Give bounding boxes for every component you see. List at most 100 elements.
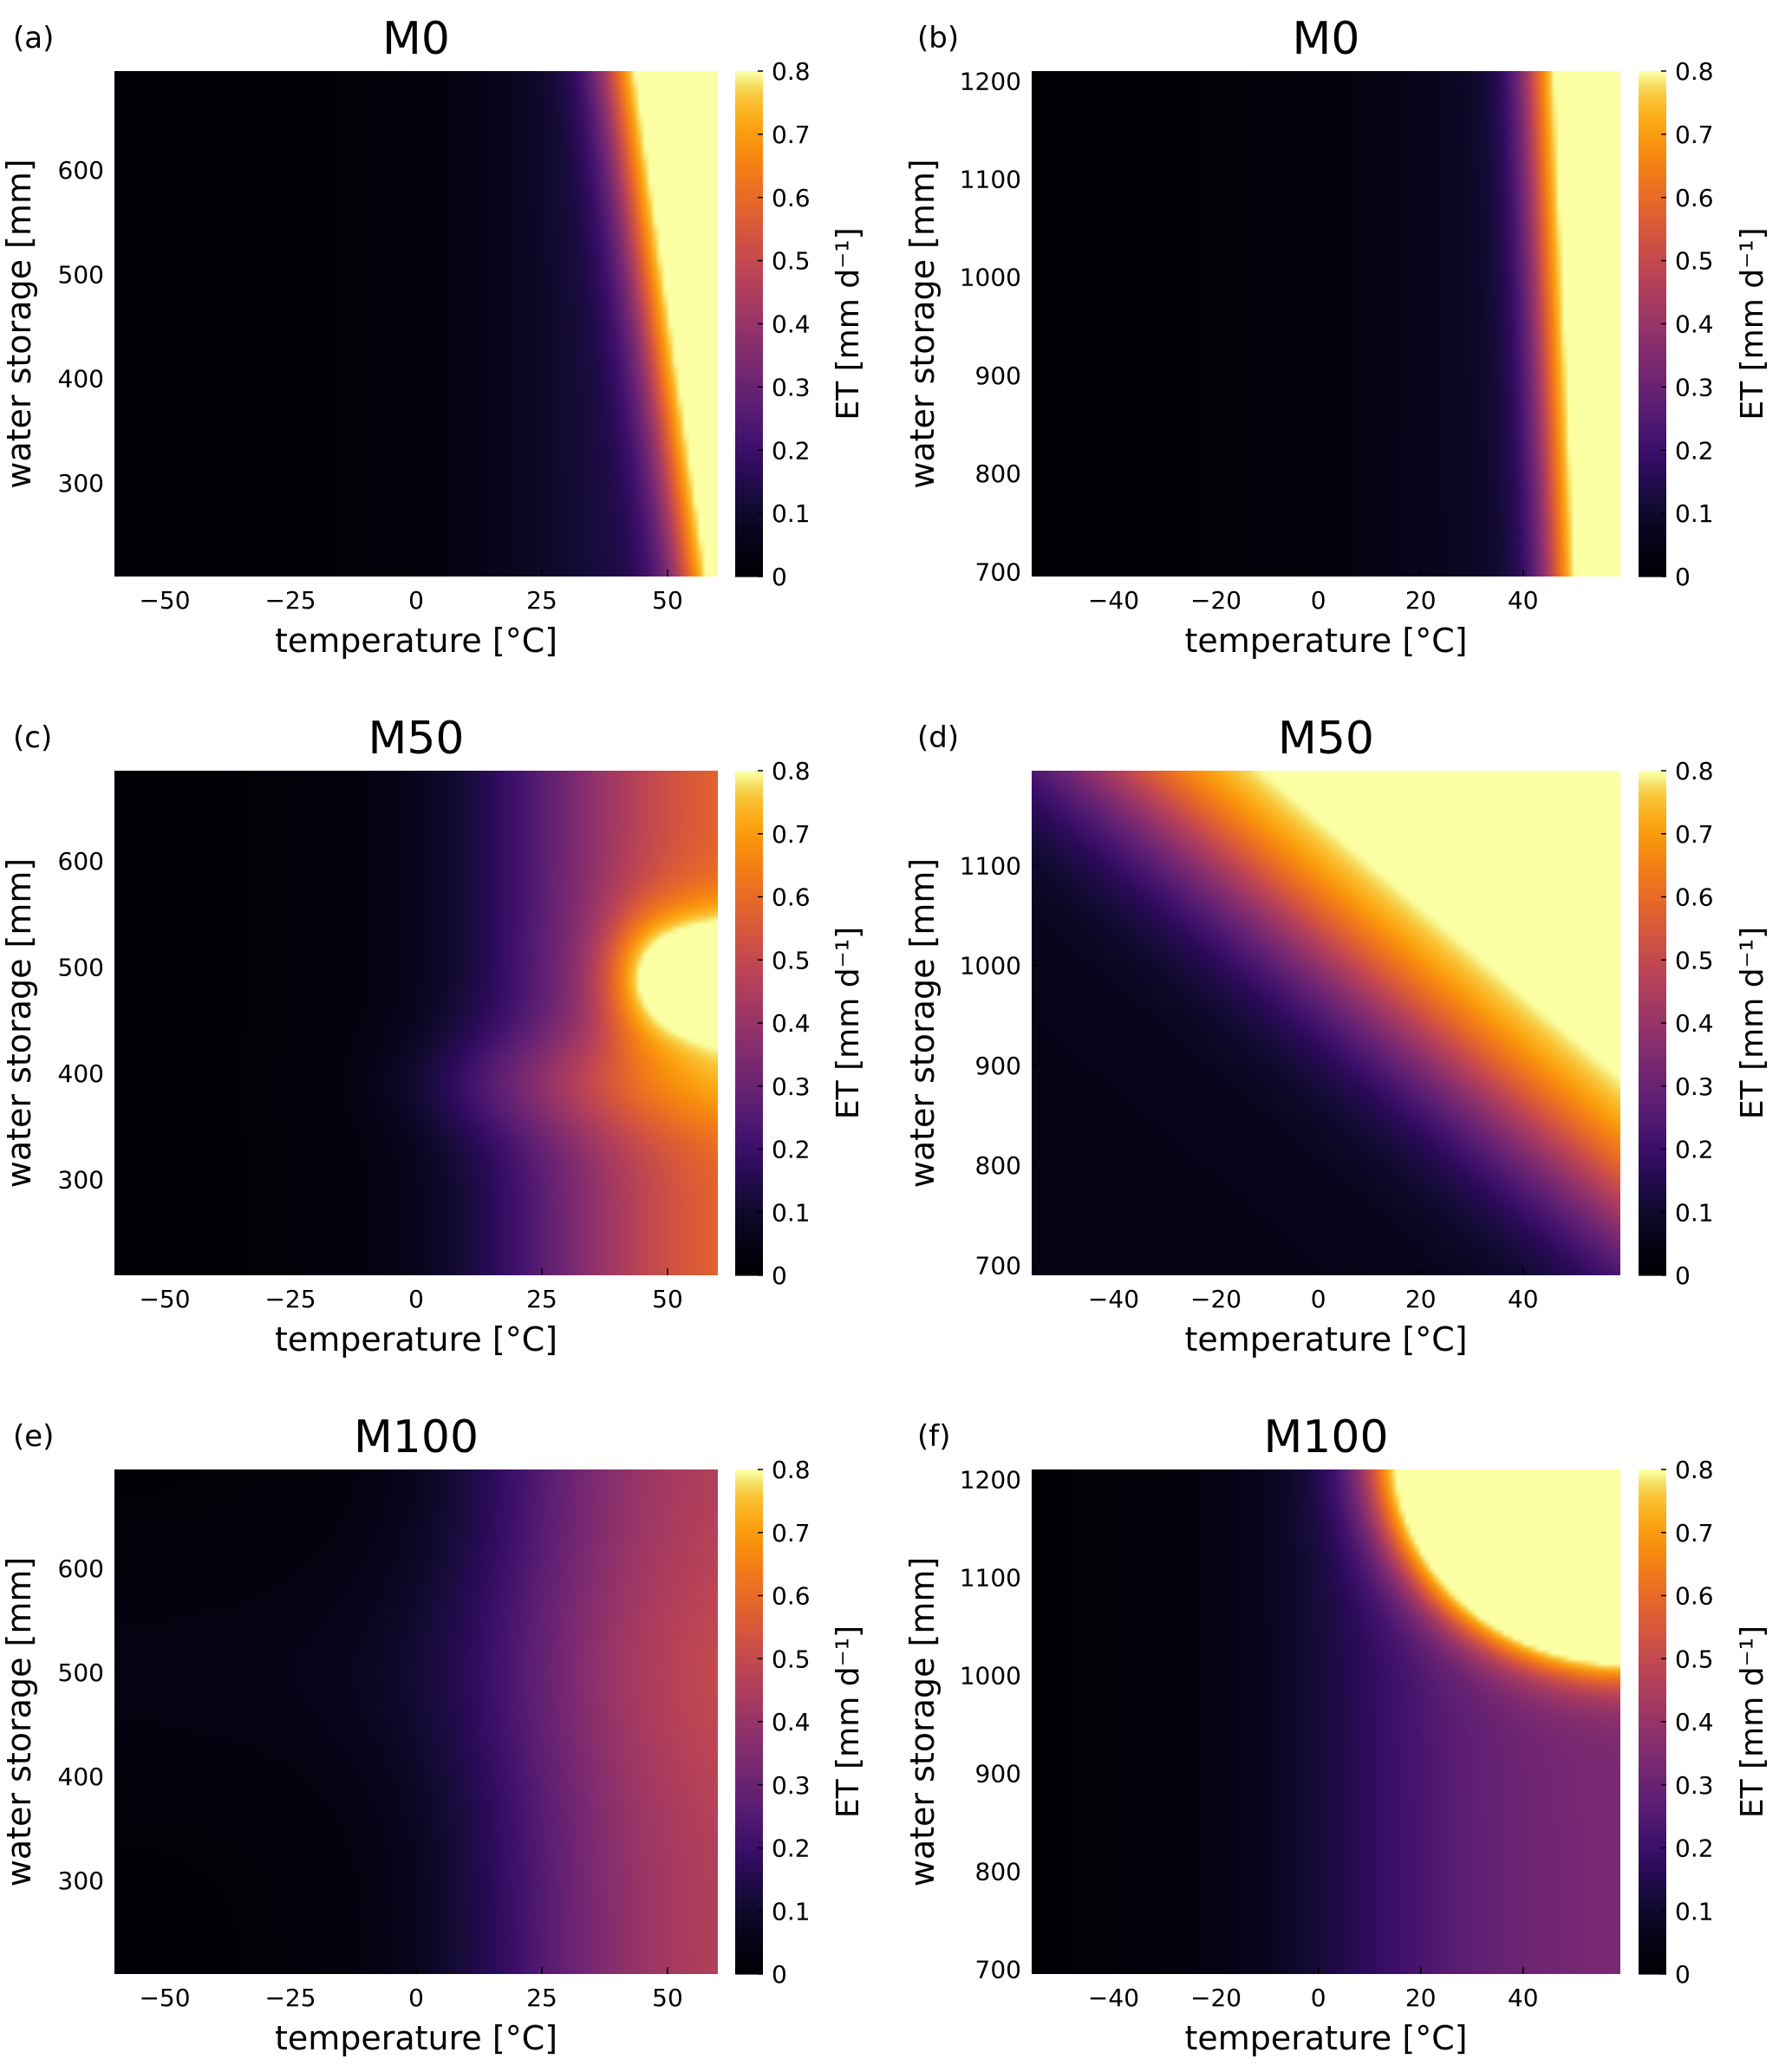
colorbar-segment xyxy=(735,1170,763,1176)
x-axis-label: temperature [°C] xyxy=(1184,1320,1467,1359)
colorbar-label: ET [mm d⁻¹] xyxy=(831,1626,866,1818)
colorbar-segment xyxy=(1639,301,1666,306)
colorbar-segment xyxy=(1639,1605,1666,1609)
colorbar-segment xyxy=(735,1936,763,1940)
colorbar-segment xyxy=(735,1734,763,1738)
colorbar-segment xyxy=(735,1955,763,1959)
colorbar-segment xyxy=(1639,937,1666,942)
colorbar-segment xyxy=(1639,1747,1666,1751)
colorbar-segment xyxy=(1639,127,1666,132)
colorbar-segment xyxy=(1639,1869,1666,1874)
colorbar-segment xyxy=(735,1478,763,1483)
colorbar-segment xyxy=(735,212,763,218)
colorbar-tick-label: 0.7 xyxy=(772,1519,811,1547)
x-tick-label: 0 xyxy=(1311,586,1326,615)
colorbar-segment xyxy=(1639,168,1666,173)
colorbar-segment xyxy=(735,1202,763,1207)
panel-title: M0 xyxy=(382,13,450,65)
colorbar-segment xyxy=(1639,147,1666,151)
colorbar-segment xyxy=(1639,529,1666,533)
colorbar-segment xyxy=(735,783,763,787)
colorbar-segment xyxy=(735,1763,763,1767)
colorbar-segment xyxy=(1639,1643,1666,1647)
colorbar-segment xyxy=(1639,241,1666,246)
colorbar-segment xyxy=(735,399,763,404)
y-tick-label: 1200 xyxy=(960,67,1021,95)
x-tick-label: 40 xyxy=(1508,586,1539,615)
colorbar-segment xyxy=(735,336,763,341)
colorbar-segment xyxy=(1639,877,1666,882)
colorbar-segment xyxy=(735,824,763,829)
y-axis-label: water storage [mm] xyxy=(903,1557,942,1886)
colorbar-segment xyxy=(735,368,763,372)
colorbar-segment xyxy=(735,849,763,854)
colorbar-segment xyxy=(1639,896,1666,901)
colorbar-segment xyxy=(735,504,763,508)
colorbar-segment xyxy=(1639,1547,1666,1553)
x-tick-label: 40 xyxy=(1508,1285,1539,1313)
colorbar-segment xyxy=(1639,143,1666,148)
colorbar-segment xyxy=(1639,494,1666,498)
colorbar-segment xyxy=(1639,985,1666,989)
colorbar-segment xyxy=(735,868,763,872)
x-tick-label: 50 xyxy=(652,1285,683,1313)
colorbar-segment xyxy=(1639,466,1666,470)
colorbar-tick-label: 0.3 xyxy=(772,1072,811,1101)
colorbar-segment xyxy=(735,1168,763,1172)
colorbar-segment xyxy=(735,1854,763,1859)
y-tick-label: 500 xyxy=(58,954,104,982)
colorbar-segment xyxy=(1639,987,1666,993)
colorbar-segment xyxy=(735,1923,763,1928)
colorbar-segment xyxy=(1639,1000,1666,1005)
colorbar-segment xyxy=(735,1580,763,1584)
colorbar-segment xyxy=(735,393,763,397)
y-axis-label: water storage [mm] xyxy=(903,159,942,488)
colorbar-segment xyxy=(735,1567,763,1571)
colorbar-segment xyxy=(735,1784,763,1789)
colorbar-segment xyxy=(1639,833,1666,837)
colorbar-segment xyxy=(735,1948,763,1953)
colorbar-segment xyxy=(1639,1945,1666,1950)
colorbar-segment xyxy=(1639,1539,1666,1543)
x-tick-label: 50 xyxy=(652,1984,683,2012)
colorbar-segment xyxy=(735,1507,763,1511)
colorbar-tick-label: 0.8 xyxy=(1675,757,1714,785)
colorbar-segment xyxy=(735,381,763,385)
colorbar-segment xyxy=(1639,900,1666,904)
colorbar-segment xyxy=(735,260,763,264)
colorbar-segment xyxy=(1639,1196,1666,1201)
colorbar-segment xyxy=(1639,962,1666,968)
colorbar-segment xyxy=(1639,1904,1666,1909)
colorbar-tick-label: 0.4 xyxy=(1675,1009,1714,1038)
colorbar-segment xyxy=(735,1693,763,1697)
colorbar-tick-label: 0.3 xyxy=(1675,373,1714,401)
colorbar-segment xyxy=(1639,1803,1666,1808)
colorbar-segment xyxy=(1639,1886,1666,1890)
colorbar-segment xyxy=(735,74,763,78)
colorbar-segment xyxy=(1639,849,1666,854)
colorbar-segment xyxy=(735,1655,763,1659)
colorbar-segment xyxy=(735,814,763,819)
colorbar-tick-label: 0.3 xyxy=(1675,1771,1714,1800)
colorbar-segment xyxy=(735,172,763,176)
colorbar-segment xyxy=(1639,1867,1666,1871)
colorbar-segment xyxy=(1639,393,1666,397)
colorbar-segment xyxy=(735,1886,763,1890)
colorbar-segment xyxy=(735,264,763,268)
colorbar-label: ET [mm d⁻¹] xyxy=(1735,1626,1770,1818)
y-axis-label: water storage [mm] xyxy=(903,858,942,1188)
colorbar-segment xyxy=(735,1574,763,1578)
colorbar-segment xyxy=(735,115,763,120)
colorbar-label: ET [mm d⁻¹] xyxy=(1735,927,1770,1119)
colorbar-segment xyxy=(735,225,763,230)
colorbar-segment xyxy=(735,1895,763,1899)
colorbar-segment xyxy=(1639,387,1666,391)
colorbar-segment xyxy=(1639,1007,1666,1012)
colorbar-segment xyxy=(1639,219,1666,224)
colorbar-segment xyxy=(1639,1614,1666,1619)
colorbar-segment xyxy=(735,301,763,306)
colorbar-segment xyxy=(1639,1580,1666,1584)
colorbar-segment xyxy=(1639,1907,1666,1912)
colorbar-segment xyxy=(735,1690,763,1694)
colorbar-segment xyxy=(735,950,763,955)
